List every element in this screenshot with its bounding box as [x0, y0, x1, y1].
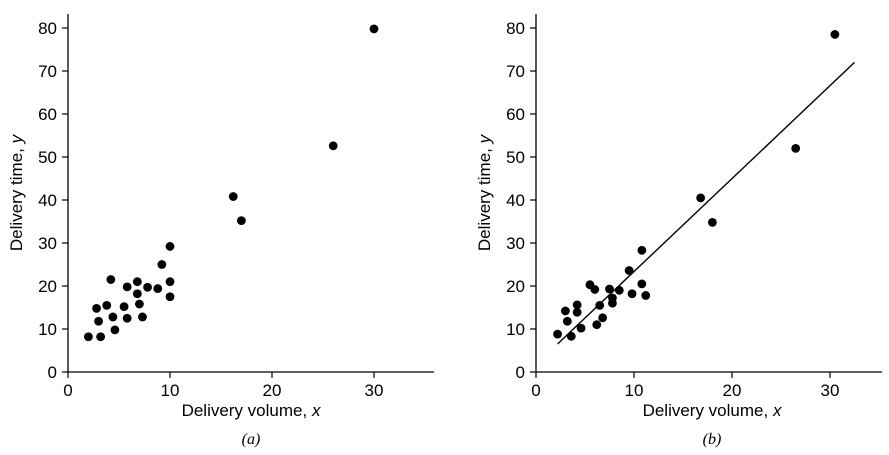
points-b: [553, 30, 840, 341]
x-axis-title-a: Delivery volume, x: [182, 401, 321, 420]
x-tick-label: 30: [821, 381, 840, 400]
x-tick-label: 10: [161, 381, 180, 400]
scatter-point: [153, 284, 163, 293]
scatter-point: [572, 300, 582, 310]
y-tick-label: 30: [38, 234, 57, 253]
chart-panel-b: 0 10 20 30 40 50 60 70 80 0 10 20 30 Delivery volum…: [475, 14, 882, 448]
scatter-point: [102, 300, 112, 310]
scatter-point: [92, 303, 101, 313]
scatter-point: [132, 277, 142, 287]
scatter-point: [135, 299, 144, 309]
scatter-point: [165, 292, 175, 302]
y-tick-label: 70: [506, 62, 525, 81]
y-tick-label: 0: [48, 363, 57, 382]
scatter-point: [122, 313, 132, 323]
scatter-point: [641, 291, 651, 300]
fit-line-b: [557, 61, 855, 345]
scatter-point: [132, 289, 142, 299]
y-tick-label: 80: [38, 19, 57, 38]
x-tick-label: 30: [365, 381, 384, 400]
scatter-point: [165, 242, 175, 251]
scatter-point: [598, 313, 608, 323]
scatter-point: [605, 284, 614, 294]
x-ticks-b: 0 10 20 30: [531, 372, 839, 400]
y-tick-label: 80: [506, 19, 525, 38]
x-tick-label: 0: [63, 381, 72, 400]
y-tick-label: 60: [38, 105, 57, 124]
y-tick-label: 60: [506, 105, 525, 124]
scatter-point: [637, 245, 647, 255]
x-tick-label: 10: [625, 381, 644, 400]
chart-panel-a: 0 10 20 30 40 50 60 70 80 0 10 20 30 Delivery volum…: [7, 14, 434, 448]
scatter-point: [138, 312, 147, 322]
y-tick-label: 20: [506, 277, 525, 296]
scatter-point: [637, 279, 647, 289]
scatter-point: [608, 293, 617, 303]
scatter-point: [328, 141, 338, 151]
scatter-point: [157, 260, 167, 269]
scatter-point: [106, 275, 116, 284]
scatter-point: [614, 285, 624, 295]
y-axis-title-b: Delivery time, y: [475, 133, 494, 251]
scatter-point: [110, 325, 120, 335]
x-axis-title-b: Delivery volume, x: [643, 401, 782, 420]
scatter-point: [590, 285, 600, 294]
scatter-point: [119, 302, 129, 312]
caption-a: (a): [242, 431, 261, 448]
scatter-point: [566, 331, 576, 341]
x-ticks-a: 0 10 20 30: [63, 372, 383, 400]
scatter-point: [108, 312, 118, 322]
x-tick-label: 20: [263, 381, 282, 400]
scatter-point: [143, 282, 152, 292]
y-tick-label: 10: [506, 320, 525, 339]
scatter-point: [624, 266, 634, 275]
scatter-point: [595, 300, 605, 310]
scatter-point: [696, 193, 706, 203]
scatter-point: [576, 323, 586, 333]
y-tick-label: 0: [516, 363, 525, 382]
scatter-point: [627, 289, 637, 299]
points-a: [84, 24, 379, 342]
y-tick-label: 50: [506, 148, 525, 167]
y-axis-title-a: Delivery time, y: [7, 133, 26, 251]
y-tick-label: 20: [38, 277, 57, 296]
y-tick-label: 50: [38, 148, 57, 167]
scatter-point: [122, 282, 132, 292]
scatter-point: [561, 306, 570, 316]
y-tick-label: 40: [506, 191, 525, 210]
scatter-point: [228, 192, 238, 201]
scatter-point: [165, 277, 175, 287]
y-tick-label: 70: [38, 62, 57, 81]
scatter-point: [96, 332, 106, 342]
scatter-point: [708, 217, 717, 227]
y-ticks-b: 0 10 20 30 40 50 60 70 80: [506, 19, 536, 382]
scatter-point: [562, 316, 572, 326]
scatter-point: [791, 144, 801, 153]
scatter-point: [237, 216, 246, 226]
y-tick-label: 30: [506, 234, 525, 253]
scatter-point: [830, 30, 840, 39]
scatter-point: [553, 329, 562, 339]
x-tick-label: 20: [723, 381, 742, 400]
scatter-point: [592, 320, 602, 330]
scatter-point: [94, 316, 103, 326]
y-tick-label: 10: [38, 320, 57, 339]
x-tick-label: 0: [531, 381, 540, 400]
scatter-point: [84, 332, 93, 342]
scatter-point: [369, 24, 379, 34]
caption-b: (b): [703, 431, 722, 448]
y-tick-label: 40: [38, 191, 57, 210]
scatter-point: [572, 307, 582, 317]
y-ticks-a: 0 10 20 30 40 50 60 70 80: [38, 19, 68, 382]
